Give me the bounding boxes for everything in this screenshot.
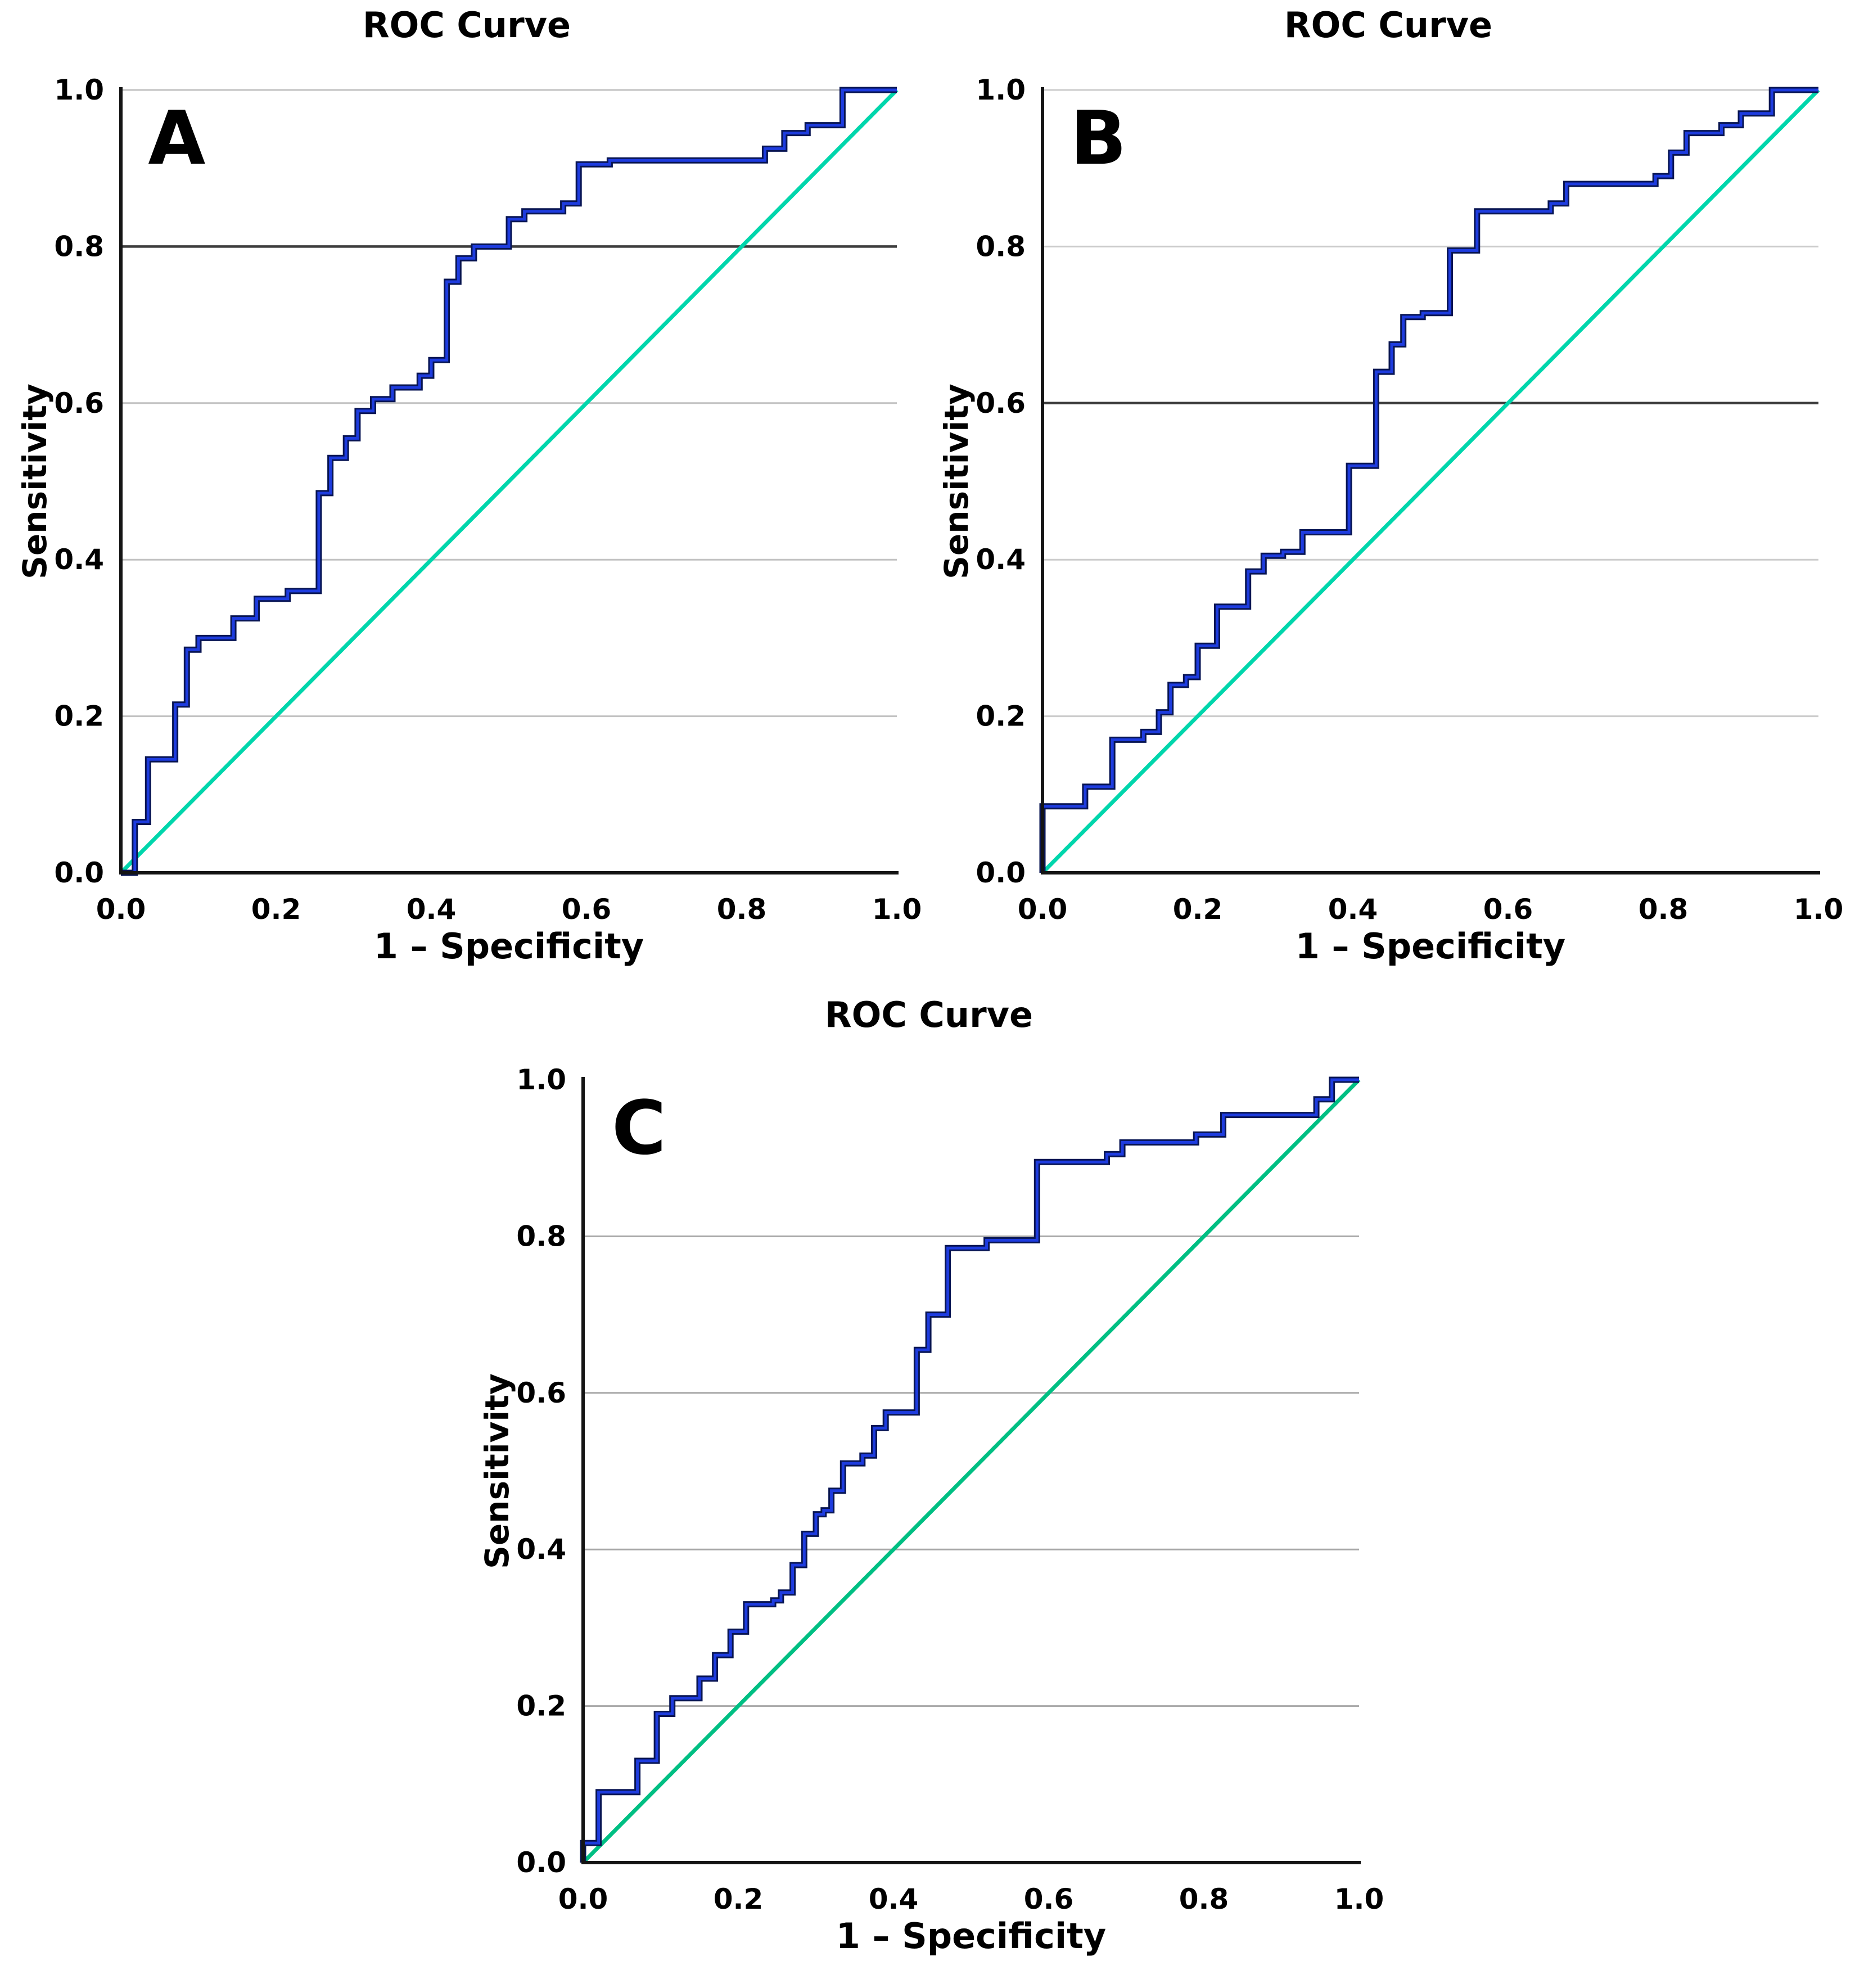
- x-tick-label: 0.0: [1018, 893, 1068, 926]
- chart-title: ROC Curve: [1284, 4, 1492, 46]
- panel-letter: B: [1070, 95, 1127, 182]
- reference-diagonal-line: [581, 1078, 1361, 1864]
- y-tick-label: 0.6: [54, 387, 104, 420]
- y-tick-label: 0.4: [516, 1533, 566, 1566]
- y-axis-label: Sensitivity: [478, 1373, 516, 1569]
- chart-title: ROC Curve: [363, 4, 571, 46]
- x-tick-label: 0.4: [1328, 893, 1378, 926]
- x-tick-label: 0.0: [558, 1883, 608, 1915]
- y-tick-label: 0.0: [54, 856, 104, 889]
- y-tick-label: 0.0: [516, 1846, 566, 1879]
- y-tick-label: 0.0: [976, 856, 1026, 889]
- y-tick-label: 0.8: [54, 230, 104, 263]
- y-axis-label: Sensitivity: [16, 384, 54, 579]
- y-axis-label: Sensitivity: [937, 384, 976, 579]
- x-tick-label: 0.2: [251, 893, 301, 926]
- y-tick-label: 0.6: [516, 1377, 566, 1409]
- y-tick-label: 1.0: [54, 74, 104, 106]
- x-tick-label: 0.6: [562, 893, 612, 926]
- roc-panel-a: 0.0 0.2 0.4 0.6 0.8 1.0 0.0 0.2 0.4 0.6 0.8 1.0 ROC …: [0, 0, 933, 998]
- y-tick-label: 0.2: [976, 700, 1026, 733]
- y-tick-label: 0.6: [976, 387, 1026, 420]
- x-tick-label: 0.2: [1173, 893, 1223, 926]
- x-axis-label: 1 – Specificity: [1296, 926, 1565, 967]
- x-tick-label: 0.6: [1024, 1883, 1074, 1915]
- roc-panel-b: 0.0 0.2 0.4 0.6 0.8 1.0 0.0 0.2 0.4 0.6 0.8 1.0 ROC …: [922, 0, 1855, 998]
- x-tick-label: 0.4: [869, 1883, 919, 1915]
- x-tick-label: 0.6: [1483, 893, 1533, 926]
- roc-chart-B: 0.0 0.2 0.4 0.6 0.8 1.0 0.0 0.2 0.4 0.6 0.8 1.0 ROC …: [937, 4, 1844, 967]
- x-axis-label: 1 – Specificity: [836, 1915, 1106, 1957]
- panel-letter: A: [148, 95, 205, 182]
- roc-panel-c: 0.0 0.2 0.4 0.6 0.8 1.0 0.0 0.2 0.4 0.6 0.8 1.0 ROC …: [462, 990, 1396, 1988]
- y-tick-label: 0.2: [516, 1690, 566, 1723]
- roc-chart-A: 0.0 0.2 0.4 0.6 0.8 1.0 0.0 0.2 0.4 0.6 0.8 1.0 ROC …: [16, 4, 922, 967]
- x-tick-label: 1.0: [1334, 1883, 1384, 1915]
- x-axis-label: 1 – Specificity: [374, 926, 644, 967]
- x-tick-label: 0.8: [1639, 893, 1689, 926]
- roc-curve: [121, 88, 897, 874]
- y-tick-label: 0.8: [976, 230, 1026, 263]
- x-tick-label: 0.8: [717, 893, 767, 926]
- y-tick-label: 0.8: [516, 1220, 566, 1252]
- y-tick-label: 1.0: [516, 1063, 566, 1096]
- x-tick-label: 0.0: [96, 893, 146, 926]
- x-tick-label: 0.2: [714, 1883, 764, 1915]
- x-tick-label: 0.4: [407, 893, 457, 926]
- chart-title: ROC Curve: [825, 994, 1033, 1035]
- reference-diagonal-line: [119, 88, 899, 874]
- x-tick-label: 1.0: [872, 893, 922, 926]
- x-tick-label: 1.0: [1794, 893, 1844, 926]
- reference-diagonal-line: [1041, 88, 1820, 874]
- y-tick-label: 0.2: [54, 700, 104, 733]
- y-tick-label: 0.4: [976, 543, 1026, 576]
- panel-letter: C: [612, 1085, 666, 1171]
- y-tick-label: 0.4: [54, 543, 104, 576]
- roc-chart-C: 0.0 0.2 0.4 0.6 0.8 1.0 0.0 0.2 0.4 0.6 0.8 1.0 ROC …: [478, 994, 1384, 1957]
- roc-curve: [1041, 88, 1818, 873]
- roc-curve: [581, 1078, 1359, 1863]
- x-tick-label: 0.8: [1179, 1883, 1229, 1915]
- y-tick-label: 1.0: [976, 74, 1026, 106]
